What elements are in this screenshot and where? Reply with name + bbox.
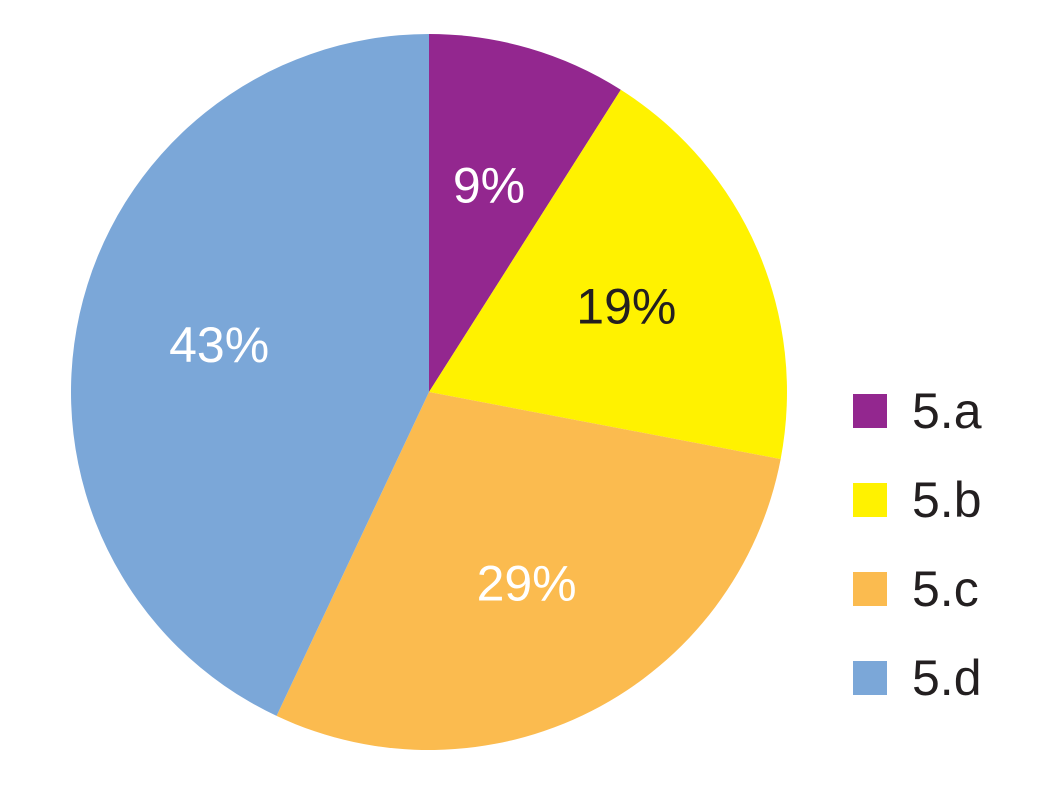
pie-slice xyxy=(429,89,787,460)
legend-swatch xyxy=(853,394,887,428)
value-label: 43% xyxy=(169,317,269,373)
pie-slice xyxy=(276,392,781,750)
value-label: 19% xyxy=(576,279,676,335)
value-label: 9% xyxy=(453,158,525,214)
legend-label: 5.c xyxy=(912,561,979,617)
legend-label: 5.a xyxy=(912,383,982,439)
value-label: 29% xyxy=(477,556,577,612)
legend-label: 5.b xyxy=(912,472,982,528)
pie-slice xyxy=(429,34,621,392)
legend-swatch xyxy=(853,661,887,695)
legend-swatch xyxy=(853,483,887,517)
legend-swatch xyxy=(853,572,887,606)
pie-slice xyxy=(70,33,429,716)
legend-label: 5.d xyxy=(912,650,982,706)
